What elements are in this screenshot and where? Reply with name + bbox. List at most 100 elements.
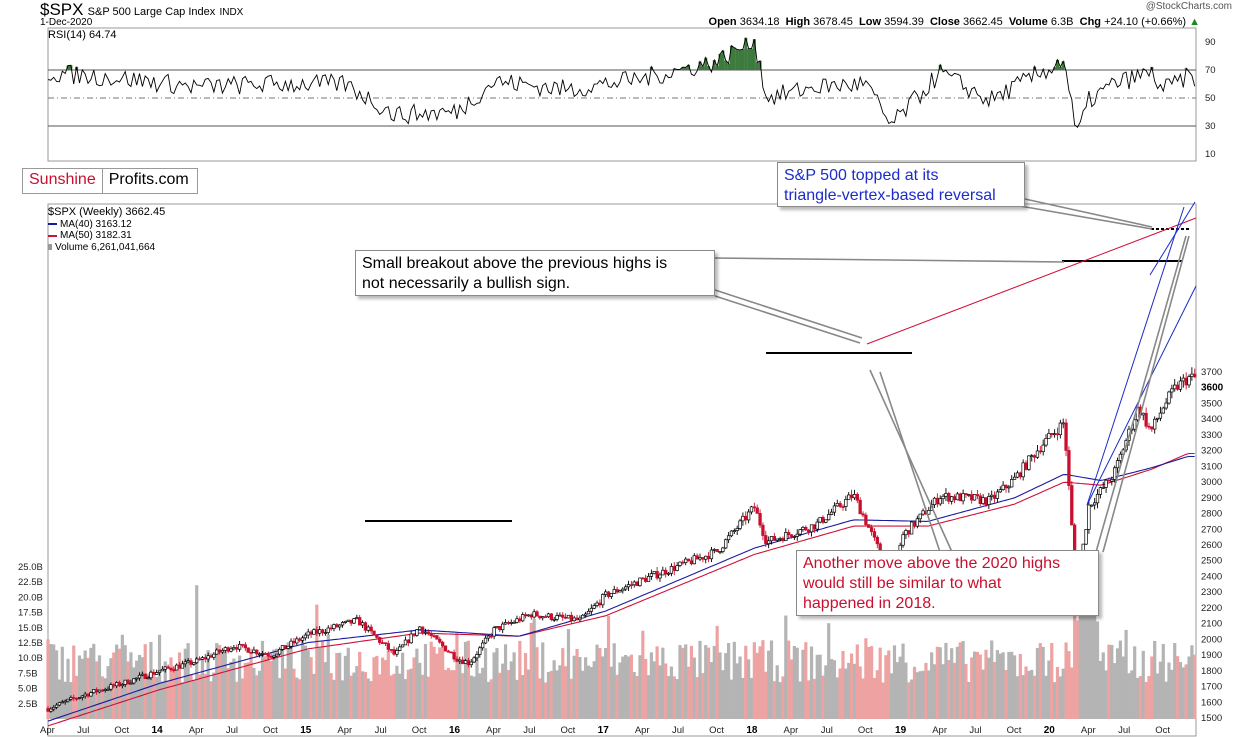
- volume-bar: [215, 643, 219, 719]
- volume-bar: [200, 658, 205, 719]
- candle-body: [172, 669, 176, 672]
- legend-ma40: MA(40) 3163.12: [48, 219, 165, 231]
- volume-bar: [847, 662, 851, 719]
- candle-body: [498, 626, 502, 631]
- x-tick-label: Jul: [672, 725, 684, 736]
- volume-bar: [978, 654, 982, 719]
- candle-body: [958, 493, 962, 502]
- candle-body: [240, 643, 245, 646]
- x-tick-label: Oct: [560, 725, 575, 736]
- candle-body: [1155, 417, 1160, 420]
- volume-bar: [446, 667, 450, 719]
- volume-bar: [66, 658, 70, 719]
- volume-bar: [481, 667, 485, 719]
- candle-body: [506, 622, 511, 624]
- volume-bar: [166, 680, 170, 719]
- candle-body: [563, 616, 568, 619]
- candle-body: [103, 689, 107, 691]
- volume-tick-label: 22.5B: [18, 577, 43, 588]
- candle-body: [163, 666, 167, 670]
- volume-bar: [1055, 666, 1060, 719]
- volume-bar: [1010, 651, 1014, 719]
- candle-body: [618, 590, 622, 593]
- volume-bar: [378, 674, 382, 719]
- candle-body: [1181, 377, 1185, 382]
- volume-bar: [789, 659, 794, 719]
- candle-body: [386, 643, 390, 650]
- volume-bar: [389, 675, 393, 719]
- volume-bar: [546, 672, 551, 719]
- volume-bar: [1141, 650, 1145, 719]
- candle-body: [1058, 422, 1062, 436]
- low-label: Low: [859, 16, 882, 28]
- volume-tick-label: 15.0B: [18, 623, 43, 634]
- volume-bar: [958, 642, 962, 719]
- volume-bar: [103, 678, 107, 719]
- volume-bar: [609, 666, 613, 719]
- candle-body: [472, 657, 476, 663]
- volume-bar: [197, 674, 202, 719]
- candle-body: [686, 558, 691, 562]
- volume-bar: [258, 670, 262, 719]
- volume-swatch: [48, 244, 52, 251]
- candle-body: [52, 706, 56, 710]
- candle-body: [681, 561, 685, 564]
- volume-bar: [1061, 668, 1065, 719]
- volume-bar: [895, 662, 899, 719]
- candle-body: [1050, 433, 1054, 436]
- candle-body: [146, 677, 150, 680]
- x-tick-label: Oct: [412, 725, 427, 736]
- volume-bar: [340, 680, 345, 719]
- volume-bar: [784, 615, 788, 719]
- candle-body: [669, 566, 674, 574]
- candle-body: [435, 635, 439, 640]
- candle-body: [864, 514, 868, 526]
- candle-body: [944, 493, 948, 497]
- candle-body: [409, 633, 413, 644]
- candle-body: [255, 649, 259, 655]
- candle-body: [624, 586, 628, 590]
- volume-bar: [335, 653, 339, 719]
- volume-bar: [901, 643, 905, 719]
- volume-bar: [884, 655, 888, 719]
- x-tick-label: 18: [746, 725, 758, 736]
- candle-body: [463, 660, 468, 664]
- volume-bar: [1118, 640, 1122, 719]
- price-tick-label: 2200: [1201, 603, 1222, 614]
- candle-body: [1067, 450, 1071, 486]
- candle-body: [990, 494, 994, 497]
- candle-body: [343, 620, 348, 623]
- volume-bar: [492, 652, 496, 719]
- candle-body: [160, 668, 165, 672]
- volume-bar: [155, 677, 159, 719]
- volume-bar: [709, 662, 714, 719]
- candle-body: [849, 494, 854, 499]
- volume-bar: [1067, 651, 1071, 719]
- candle-body: [420, 626, 425, 633]
- candle-body: [1044, 437, 1048, 446]
- candle-body: [352, 618, 356, 624]
- candle-body: [318, 629, 322, 634]
- volume-bar: [1073, 615, 1077, 719]
- volume-bar: [918, 671, 922, 719]
- volume-bar: [280, 647, 285, 719]
- x-tick-label: Jul: [1118, 725, 1130, 736]
- low-value: 3594.39: [884, 16, 924, 28]
- volume-bar: [183, 648, 187, 719]
- volume-bar: [987, 657, 991, 719]
- candle-body: [867, 524, 871, 528]
- candle-body: [1061, 422, 1065, 425]
- volume-bar: [1107, 644, 1111, 719]
- legend-ma50: MA(50) 3182.31: [48, 230, 165, 242]
- volume-bar: [1021, 675, 1025, 719]
- candle-body: [209, 655, 213, 658]
- candle-body: [1167, 391, 1171, 404]
- volume-bar: [438, 647, 442, 719]
- annotation-breakout-line1: Small breakout above the previous highs …: [362, 255, 668, 272]
- candle-body: [549, 613, 553, 620]
- volume-bar: [163, 661, 167, 719]
- volume-bar: [1113, 663, 1117, 719]
- volume-bar: [947, 659, 951, 719]
- candle-body: [458, 659, 462, 662]
- volume-bar: [538, 678, 542, 719]
